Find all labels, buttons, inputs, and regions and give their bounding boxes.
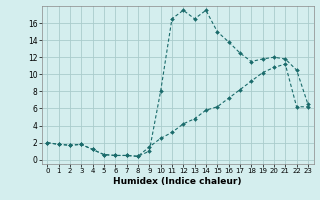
X-axis label: Humidex (Indice chaleur): Humidex (Indice chaleur) [113,177,242,186]
